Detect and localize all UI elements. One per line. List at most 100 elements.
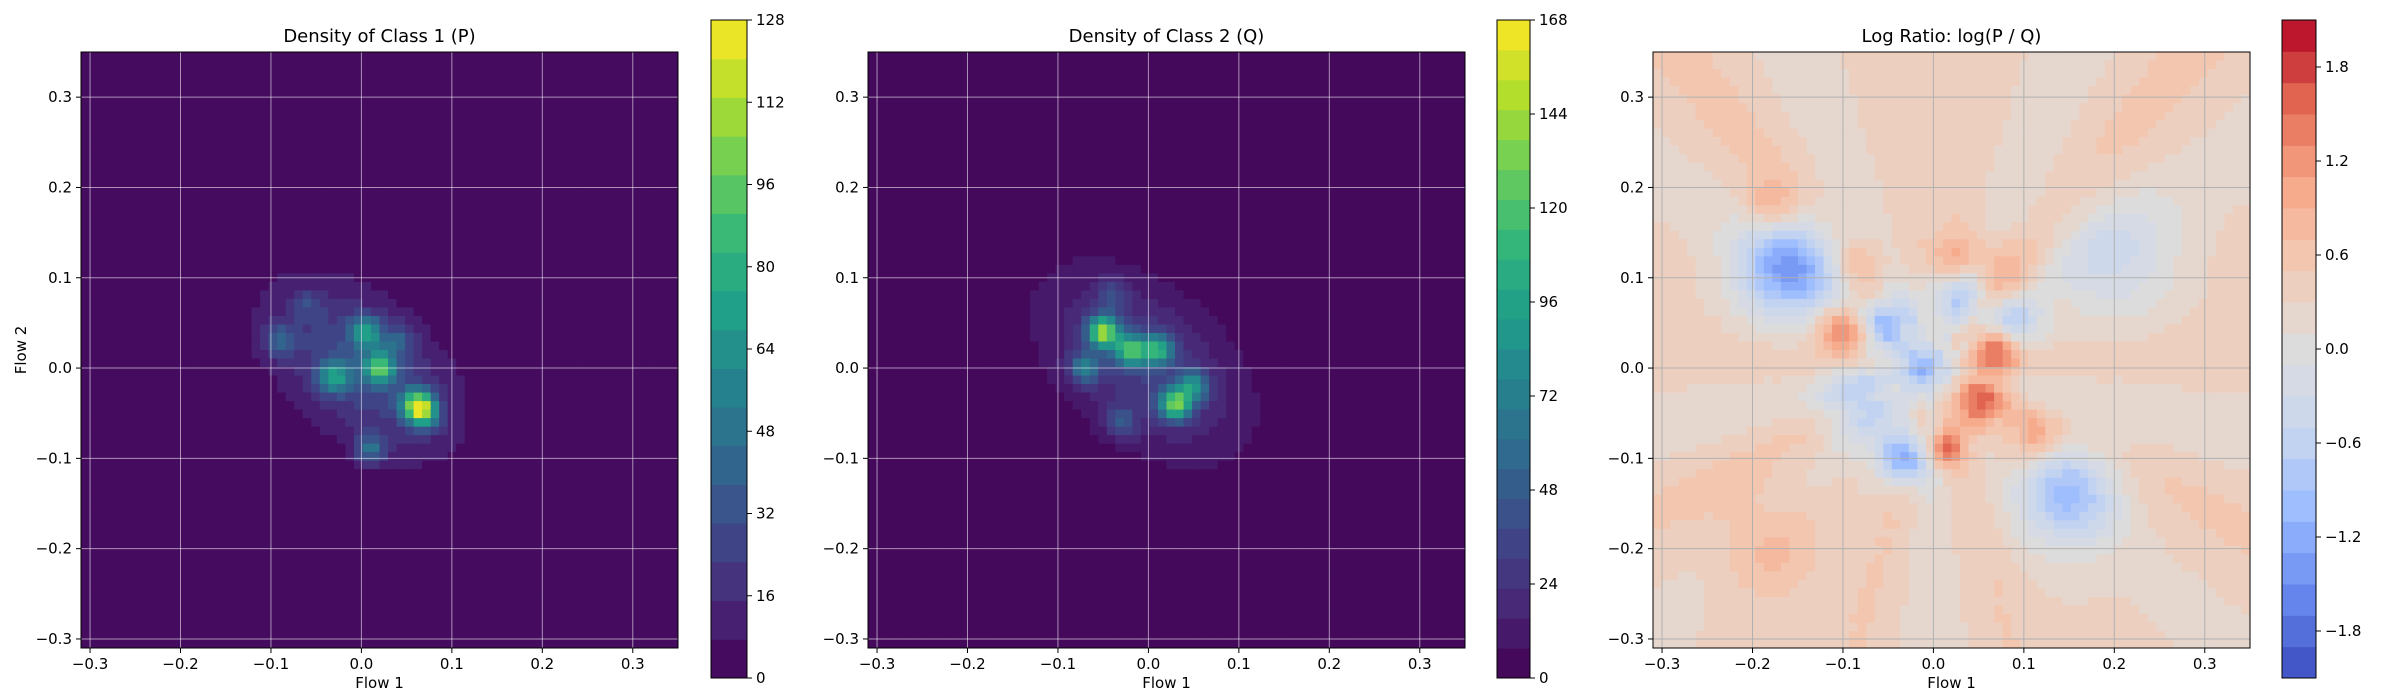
heatmap-cell (507, 247, 517, 257)
heatmap-cell (123, 460, 133, 470)
heatmap-cell (123, 494, 133, 504)
heatmap-cell (234, 639, 244, 648)
heatmap-cell (490, 171, 500, 181)
heatmap-cell (635, 332, 645, 343)
heatmap-cell (524, 324, 534, 334)
heatmap-cell (490, 537, 500, 547)
heatmap-cell (618, 171, 628, 181)
heatmap-cell (98, 60, 108, 70)
heatmap-cell (353, 315, 364, 326)
heatmap-cell (353, 162, 364, 172)
heatmap-cell (439, 188, 449, 198)
heatmap-cell (183, 307, 193, 317)
heatmap-cell (498, 435, 509, 445)
heatmap-cell (132, 213, 142, 223)
heatmap-cell (558, 384, 568, 394)
heatmap-cell (567, 69, 577, 79)
heatmap-cell (481, 247, 491, 257)
heatmap-cell (575, 350, 585, 360)
heatmap-cell (115, 350, 125, 360)
heatmap-cell (285, 639, 295, 648)
heatmap-cell (541, 435, 551, 445)
heatmap-cell (490, 528, 500, 538)
heatmap-cell (464, 213, 474, 223)
heatmap-cell (405, 307, 415, 317)
heatmap-cell (652, 639, 662, 648)
heatmap-cell (311, 162, 321, 172)
heatmap-cell (439, 256, 449, 266)
heatmap-cell (541, 630, 551, 641)
heatmap-cell (140, 60, 150, 70)
heatmap-cell (98, 103, 108, 113)
heatmap-cell (115, 435, 125, 445)
heatmap-cell (200, 324, 210, 334)
heatmap-cell (183, 511, 193, 521)
heatmap-cell (174, 367, 184, 377)
heatmap-cell (626, 477, 636, 487)
heatmap-cell (183, 503, 193, 513)
heatmap-cell (132, 392, 142, 402)
heatmap-cell (285, 503, 295, 513)
heatmap-cell (225, 511, 236, 521)
heatmap-cell (533, 307, 543, 317)
heatmap-cell (106, 179, 116, 189)
heatmap-cell (567, 86, 577, 96)
heatmap-cell (464, 230, 474, 240)
heatmap-cell (533, 69, 543, 79)
heatmap-cell (507, 562, 517, 572)
heatmap-cell (413, 622, 423, 632)
heatmap-cell (473, 350, 483, 360)
heatmap-cell (567, 162, 577, 172)
heatmap-cell (200, 332, 210, 343)
heatmap-cell (524, 418, 534, 428)
heatmap-cell (294, 290, 304, 300)
heatmap-cell (260, 179, 270, 189)
heatmap-cell (157, 179, 167, 189)
heatmap-cell (251, 247, 261, 257)
heatmap-cell (260, 307, 270, 317)
heatmap-cell (413, 103, 423, 113)
heatmap-cell (260, 205, 270, 215)
heatmap-cell (370, 579, 381, 589)
heatmap-cell (533, 222, 543, 232)
heatmap-cell (439, 426, 449, 436)
heatmap-cell (157, 435, 167, 445)
heatmap-cell (430, 579, 440, 589)
heatmap-cell (652, 94, 662, 104)
heatmap-cell (379, 86, 389, 96)
heatmap-cell (370, 154, 381, 164)
heatmap-cell (336, 111, 346, 121)
heatmap-cell (225, 307, 236, 317)
heatmap-cell (660, 639, 671, 648)
heatmap-cell (268, 281, 278, 291)
heatmap-cell (524, 77, 534, 87)
heatmap-cell (166, 511, 176, 521)
heatmap-cell (106, 630, 116, 641)
heatmap-cell (353, 111, 364, 121)
heatmap-cell (217, 341, 227, 351)
heatmap-cell (660, 128, 671, 138)
heatmap-cell (251, 639, 261, 648)
heatmap-cell (311, 137, 321, 147)
heatmap-cell (643, 86, 654, 96)
heatmap-cell (345, 443, 355, 453)
heatmap-cell (652, 171, 662, 181)
heatmap-cell (592, 77, 602, 87)
heatmap-cell (388, 179, 398, 189)
heatmap-cell (362, 401, 372, 411)
heatmap-cell (524, 588, 534, 598)
heatmap-cell (174, 120, 184, 130)
heatmap-cell (660, 60, 671, 70)
heatmap-cell (422, 350, 432, 360)
heatmap-cell (174, 520, 184, 530)
heatmap-cell (345, 94, 355, 104)
heatmap-cell (558, 239, 568, 249)
heatmap-cell (81, 86, 91, 96)
heatmap-cell (302, 162, 312, 172)
heatmap-cell (481, 460, 491, 470)
heatmap-cell (166, 503, 176, 513)
heatmap-cell (592, 154, 602, 164)
heatmap-cell (541, 384, 551, 394)
heatmap-cell (660, 537, 671, 547)
heatmap-cell (430, 409, 440, 419)
